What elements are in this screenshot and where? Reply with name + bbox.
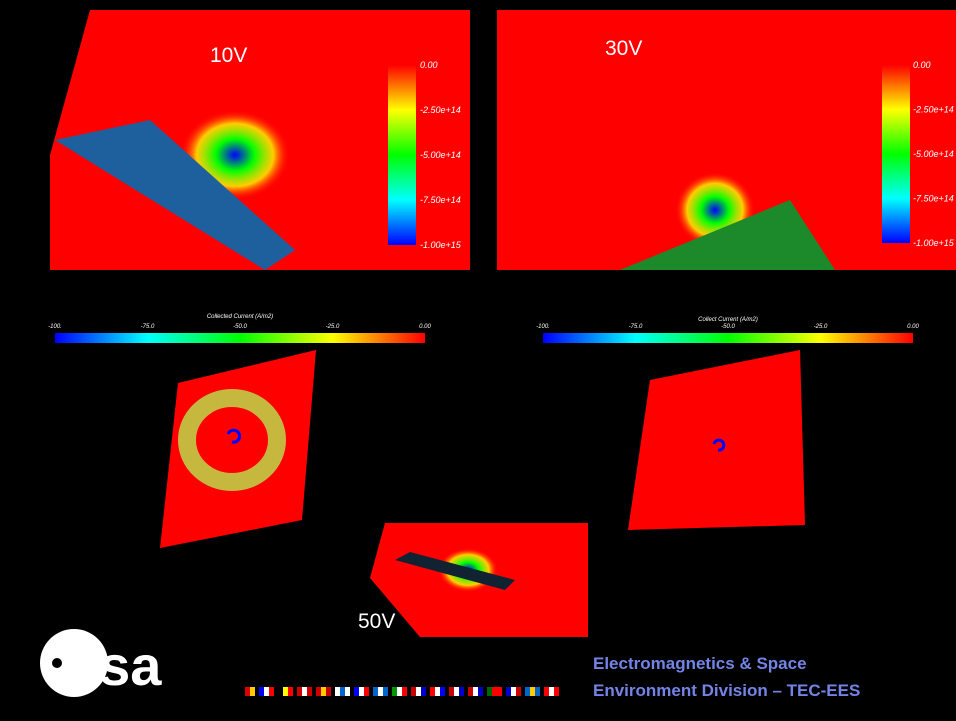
flag-stripe [269,687,274,696]
slide: 10V 0.00 -2.50e+14 -5.00e+14 -7.50e+14 -1.00… [0,0,956,721]
flag-stripe [373,687,378,696]
flag-stripe [435,687,440,696]
logo-text: esa [68,634,162,697]
flag-stripe [354,687,359,696]
colorbar-title: Collected Current (A/m2) [207,314,273,320]
flag-stripe [535,687,540,696]
current-map-2: Collect Current (A/m2) -100. -75.0 -50.0 -2… [536,317,919,530]
footer-line: Electromagnetics & Space [593,654,807,673]
flag-stripe [321,687,326,696]
flag-stripe [506,687,511,696]
colorbar-tick-label: 0.00 [419,324,431,330]
colorbar-tick-label: -7.50e+14 [913,194,954,204]
flag-stripe [497,687,502,696]
flag-stripe [411,687,416,696]
flag-stripe [416,687,421,696]
colorbar-tick-label: -1.00e+15 [420,240,462,250]
panel-10v: 10V 0.00 -2.50e+14 -5.00e+14 -7.50e+14 -1.00… [50,10,470,270]
flag-stripe [554,687,559,696]
voltage-label: 10V [210,44,247,67]
colorbar-tick-label: -7.50e+14 [420,195,461,205]
colorbar-tick-label: -25.0 [326,324,340,330]
flag-stripe [402,687,407,696]
current-map-1: Collected Current (A/m2) -100. -75.0 -50.0… [48,314,431,548]
colorbar-tick-label: -75.0 [629,324,643,330]
flag-stripe [259,687,264,696]
colorbar-tick-label: 0.00 [420,60,438,70]
colorbar-tick-label: -25.0 [814,324,828,330]
colorbar-title: Collect Current (A/m2) [698,317,758,323]
flag-stripe [525,687,530,696]
panel-50v: 50V [358,523,588,637]
colorbar-tick-label: -50.0 [233,324,247,330]
flag-stripe [307,687,312,696]
flag-stripe [364,687,369,696]
flags [240,687,559,696]
colorbar-tick-label: -5.00e+14 [913,149,954,159]
esa-logo: esa [40,629,162,697]
voltage-label: 50V [358,610,395,633]
flag-stripe [278,687,283,696]
flag-stripe [454,687,459,696]
flag-stripe [397,687,402,696]
flag-stripe [473,687,478,696]
flag-stripe [283,687,288,696]
flag-stripe [487,687,492,696]
flag-stripe [530,687,535,696]
flag-stripe [250,687,255,696]
flag-stripe [378,687,383,696]
flag-stripe [549,687,554,696]
flag-stripe [478,687,483,696]
flag-stripe [359,687,364,696]
flag-stripe [335,687,340,696]
flag-stripe [297,687,302,696]
flag-stripe [383,687,388,696]
flag-stripe [326,687,331,696]
flag-stripe [492,687,497,696]
colorbar-tick-label: -100. [48,324,62,330]
colorbar-tick-label: -5.00e+14 [420,150,461,160]
colorbar-tick-label: -1.00e+15 [913,238,955,248]
flag-stripe [440,687,445,696]
flag-stripe [340,687,345,696]
colorbar-tick-label: -50.0 [721,324,735,330]
footer-line: Environment Division – TEC-EES [593,681,860,700]
colorbar-tick-label: -100. [536,324,550,330]
flag-stripe [316,687,321,696]
colorbar-tick-label: 0.00 [907,324,919,330]
colorbar-tick-label: -2.50e+14 [913,105,954,115]
panel-30v: 30V 0.00 -2.50e+14 -5.00e+14 -7.50e+14 -1.00… [497,10,956,270]
flag-stripe [468,687,473,696]
flag-stripe [288,687,293,696]
voltage-label: 30V [605,37,642,60]
colorbar-tick-label: -75.0 [141,324,155,330]
flag-stripe [511,687,516,696]
flag-stripe [302,687,307,696]
flag-stripe [245,687,250,696]
flag-stripe [544,687,549,696]
flag-stripe [430,687,435,696]
flag-stripe [345,687,350,696]
flag-stripe [459,687,464,696]
flag-stripe [392,687,397,696]
flag-stripe [421,687,426,696]
flag-stripe [449,687,454,696]
flag-stripe [264,687,269,696]
colorbar-tick-label: 0.00 [913,60,931,70]
flag-stripe [516,687,521,696]
colorbar-tick-label: -2.50e+14 [420,105,461,115]
flag-stripe [240,687,245,696]
